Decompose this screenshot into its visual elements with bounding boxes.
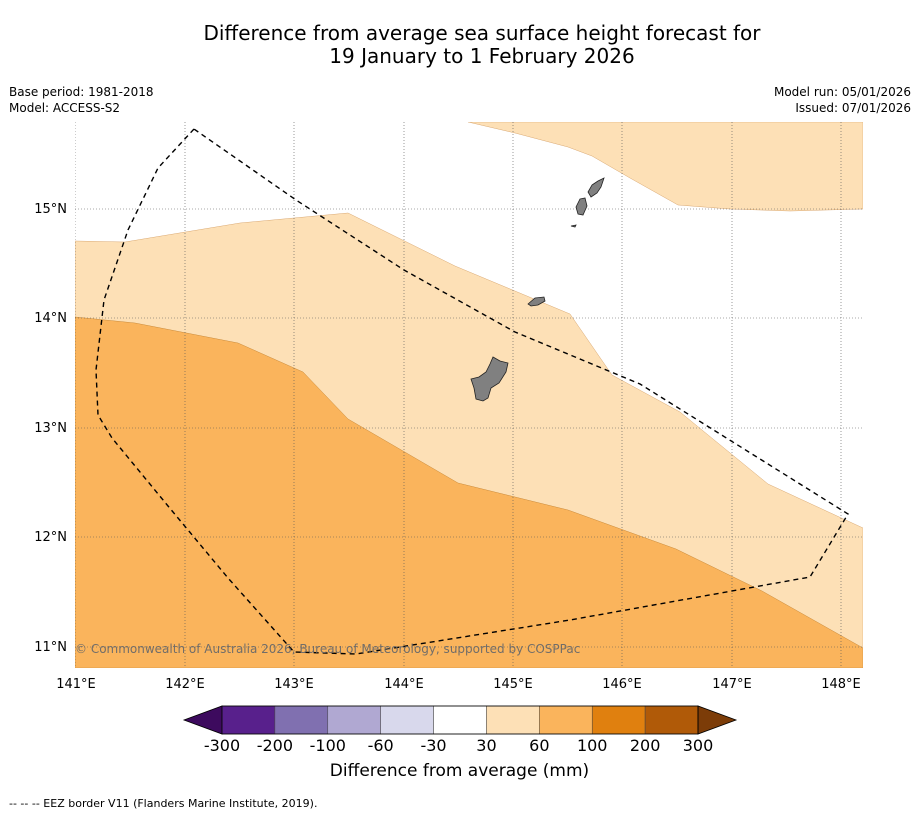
colorbar-segment	[591, 705, 646, 735]
copyright-group: © Commonwealth of Australia 2026, Bureau…	[75, 642, 580, 656]
colorbar-tick-label: -200	[256, 736, 294, 755]
contour-60-100	[75, 316, 863, 668]
colorbar-segment	[644, 705, 699, 735]
lon-label-142: 142°E	[165, 677, 205, 692]
model-run: Model run: 05/01/2026	[773, 85, 911, 99]
eez-border	[95, 128, 849, 655]
colorbar-tick-label: -300	[203, 736, 241, 755]
lon-label-143: 143°E	[274, 677, 314, 692]
lat-labels: 15°N 14°N 13°N 12°N 11°N	[34, 202, 67, 655]
map-plot-area	[75, 122, 863, 668]
colorbar-segment	[486, 705, 540, 735]
lat-label-12: 12°N	[34, 530, 67, 545]
lon-label-141: 141°E	[56, 677, 96, 692]
colorbar-tick-label: 300	[682, 736, 714, 755]
rota-island	[527, 296, 546, 307]
lon-label-146: 146°E	[602, 677, 642, 692]
colorbar-tick-label: -60	[367, 736, 394, 755]
meta-left: Base period: 1981-2018 Model: ACCESS-S2	[9, 84, 154, 116]
gridlines	[75, 122, 863, 668]
colorbar-segment	[221, 705, 276, 735]
lat-label-13: 13°N	[34, 421, 67, 436]
colorbar-segment	[380, 705, 434, 735]
colorbar-tick-label: 200	[629, 736, 661, 755]
title-line-1: Difference from average sea surface heig…	[203, 21, 761, 45]
eez-footer-note: -- -- -- EEZ border V11 (Flanders Marine…	[9, 797, 318, 810]
colorbar-tick-label: 100	[576, 736, 608, 755]
copyright-text: © Commonwealth of Australia 2026, Bureau…	[75, 642, 580, 656]
colorbar-extension-low	[182, 705, 223, 735]
islands	[470, 177, 605, 402]
colorbar-segment	[433, 705, 487, 735]
lon-label-145: 145°E	[493, 677, 533, 692]
colorbar-tick-label: 30	[476, 736, 497, 755]
lon-label-148: 148°E	[821, 677, 861, 692]
colorbar-segment	[327, 705, 381, 735]
lat-label-11: 11°N	[34, 640, 67, 655]
title-line-2: 19 January to 1 February 2026	[329, 44, 635, 68]
lon-label-144: 144°E	[384, 677, 424, 692]
colorbar	[182, 705, 738, 735]
model-name: Model: ACCESS-S2	[9, 101, 121, 115]
contour-30-60-north	[467, 122, 863, 212]
issued-date: Issued: 07/01/2026	[795, 101, 911, 115]
colorbar-tick-label: 60	[529, 736, 550, 755]
colorbar-tick-label: -100	[309, 736, 346, 755]
saipan-island	[587, 177, 605, 198]
lat-label-15: 15°N	[34, 202, 67, 217]
colorbar-segment	[274, 705, 329, 735]
colorbar-extension-high	[697, 705, 738, 735]
lon-labels: 141°E 142°E 143°E 144°E 145°E 146°E 147°…	[56, 677, 861, 692]
colorbar-tick-label: -30	[420, 736, 447, 755]
map-title: Difference from average sea surface heig…	[0, 22, 919, 68]
lon-label-147: 147°E	[712, 677, 752, 692]
guam-island	[470, 356, 509, 402]
colorbar-border	[221, 705, 699, 735]
tinian-island	[575, 197, 588, 216]
base-period: Base period: 1981-2018	[9, 85, 154, 99]
lat-label-14: 14°N	[34, 311, 67, 326]
colorbar-title: Difference from average (mm)	[329, 761, 590, 781]
meta-right: Model run: 05/01/2026 Issued: 07/01/2026	[774, 84, 911, 116]
colorbar-segment	[539, 705, 593, 735]
aguijan-island	[570, 224, 577, 228]
